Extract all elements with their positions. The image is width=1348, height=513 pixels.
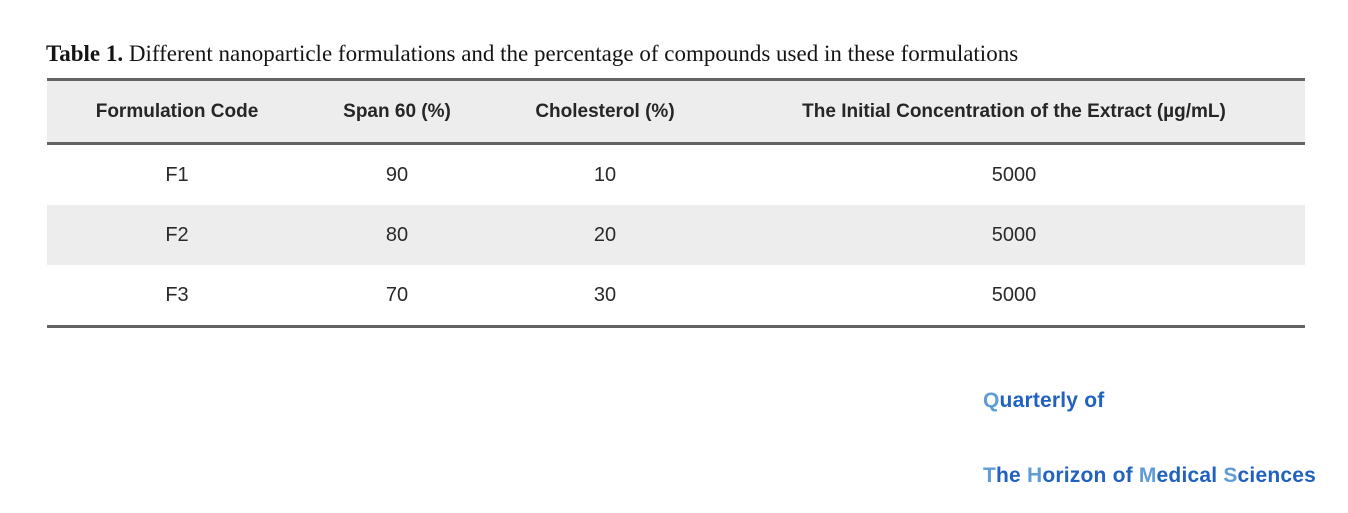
formulations-table: Formulation Code Span 60 (%) Cholesterol… xyxy=(47,78,1305,328)
cell-span60: 80 xyxy=(307,205,487,265)
logo-text-segment: uarterly of xyxy=(999,389,1105,412)
logo-text-segment: edical xyxy=(1156,464,1224,487)
logo-text-segment: he xyxy=(996,464,1027,487)
logo-text-segment: H xyxy=(1026,464,1043,487)
cell-initial-concentration: 5000 xyxy=(723,265,1305,328)
journal-logo: Quarterly of The Horizon of Medical Scie… xyxy=(983,338,1316,513)
header-formulation-code: Formulation Code xyxy=(47,78,307,145)
logo-text-segment: S xyxy=(1223,464,1238,487)
header-span60: Span 60 (%) xyxy=(307,78,487,145)
cell-span60: 70 xyxy=(307,265,487,328)
logo-text-segment: T xyxy=(983,464,997,487)
header-initial-concentration: The Initial Concentration of the Extract… xyxy=(723,78,1305,145)
cell-initial-concentration: 5000 xyxy=(991,163,1037,186)
cell-formulation-code: F3 xyxy=(47,265,307,328)
page: { "caption": { "label": "Table 1.", "tex… xyxy=(46,40,1316,487)
table-row: F2 80 20 5000 xyxy=(47,205,1305,265)
header-cholesterol: Cholesterol (%) xyxy=(487,78,723,145)
table-row: F3 70 30 5000 xyxy=(47,265,1305,328)
cell-cholesterol: 10 xyxy=(593,163,617,186)
logo-text-segment: ciences xyxy=(1237,464,1317,487)
table-row: F1 90 10 5000 xyxy=(47,144,1305,206)
cell-formulation-code: F1 xyxy=(165,163,189,186)
cell-cholesterol: 20 xyxy=(487,205,723,265)
table-header-row: Formulation Code Span 60 (%) Cholesterol… xyxy=(47,78,1305,145)
logo-text-segment: orizon of xyxy=(1042,464,1139,487)
logo-text-segment: M xyxy=(1138,464,1157,487)
table-caption: Table 1. Different nanoparticle formulat… xyxy=(46,40,1018,68)
cell-formulation-code: F2 xyxy=(47,205,307,265)
cell-cholesterol: 30 xyxy=(487,265,723,328)
logo-text-segment: Q xyxy=(983,389,1000,412)
journal-logo-line2: The Horizon of Medical Sciences xyxy=(983,463,1316,488)
table-caption-text: Different nanoparticle formulations and … xyxy=(123,41,1019,66)
cell-initial-concentration: 5000 xyxy=(723,205,1305,265)
cell-span60: 90 xyxy=(385,163,409,186)
journal-logo-line1: Quarterly of xyxy=(983,388,1316,413)
table-caption-label: Table 1. xyxy=(46,41,124,66)
